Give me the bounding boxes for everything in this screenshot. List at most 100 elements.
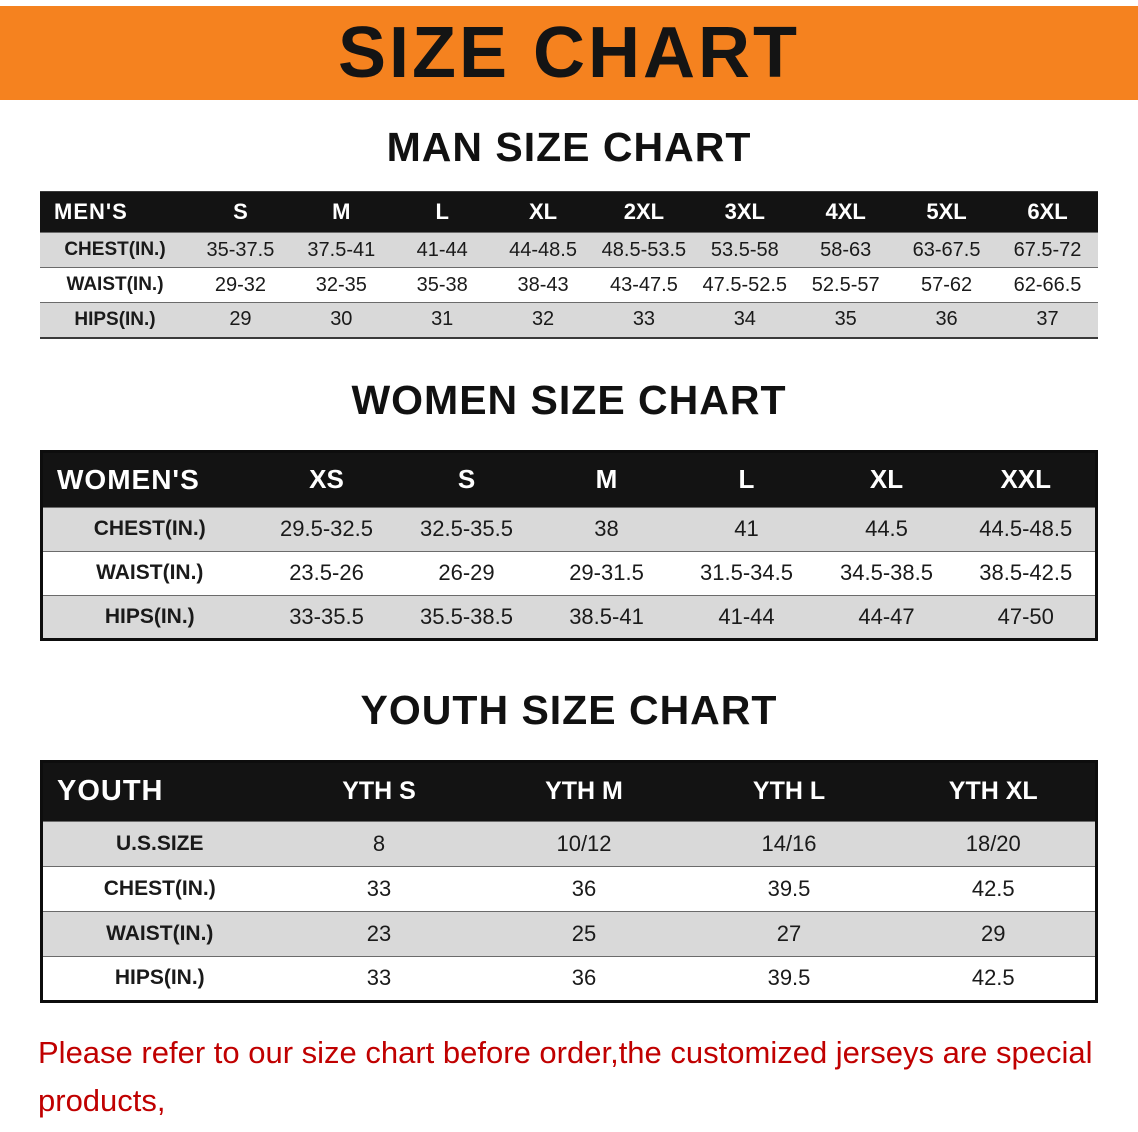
- size-header-cell: 3XL: [724, 199, 765, 224]
- size-header-row: YOUTH YTH S YTH M YTH L YTH XL: [41, 761, 1097, 821]
- man-section-title: MAN SIZE CHART: [386, 124, 752, 170]
- value-cell: 29.5-32.5: [256, 506, 397, 551]
- value-cell: 33: [276, 955, 482, 1001]
- value-cell: 52.5-57: [795, 267, 897, 303]
- row-label-cell: CHEST(IN.): [41, 865, 277, 911]
- row-label-cell: WAIST(IN.): [40, 267, 190, 303]
- value-cell: 35-38: [391, 267, 493, 303]
- value-cell: 32: [492, 302, 594, 338]
- value-cell: 33: [593, 302, 695, 338]
- youth-section-title: YOUTH SIZE CHART: [360, 686, 778, 733]
- size-header-cell: L: [435, 199, 449, 224]
- size-header-cell: XL: [529, 199, 558, 224]
- size-header-cell: YTH M: [545, 777, 623, 805]
- value-cell: 29: [190, 302, 291, 338]
- value-cell: 18/20: [891, 820, 1097, 866]
- men-table-body: CHEST(IN.) 35-37.5 37.5-41 41-44 44-48.5 48.5…: [40, 232, 1098, 338]
- size-header-cell: 6XL: [1027, 199, 1068, 224]
- table-row: CHEST(IN.) 33 36 39.5 42.5: [41, 865, 1097, 911]
- size-header-cell: XS: [309, 464, 344, 494]
- value-cell: 35.5-38.5: [396, 594, 537, 639]
- table-row: CHEST(IN.) 35-37.5 37.5-41 41-44 44-48.5 48.5…: [40, 232, 1098, 268]
- value-cell: 39.5: [686, 865, 892, 911]
- women-table-body: CHEST(IN.) 29.5-32.5 32.5-35.5 38 41 44.5 44.5…: [41, 506, 1097, 639]
- value-cell: 23.5-26: [256, 550, 397, 595]
- value-cell: 44.5: [816, 506, 957, 551]
- value-cell: 47-50: [956, 594, 1097, 639]
- value-cell: 29: [891, 910, 1097, 956]
- value-cell: 26-29: [396, 550, 537, 595]
- table-row: WAIST(IN.) 29-32 32-35 35-38 38-43 43-47.5 47.…: [40, 267, 1098, 303]
- size-header-cell: XXL: [1000, 464, 1052, 494]
- value-cell: 35-37.5: [190, 232, 291, 268]
- size-header-cell: M: [332, 199, 351, 224]
- value-cell: 23: [276, 910, 482, 956]
- row-label-cell: CHEST(IN.): [40, 232, 190, 268]
- size-header-cell: M: [595, 464, 618, 494]
- youth-size-table: YOUTH YTH S YTH M YTH L YTH XL U.S.SIZE 8 10/1…: [40, 759, 1098, 1003]
- size-header-cell: S: [457, 464, 476, 494]
- value-cell: 36: [481, 955, 687, 1001]
- value-cell: 8: [276, 820, 482, 866]
- value-cell: 34: [694, 302, 796, 338]
- table-row: U.S.SIZE 8 10/12 14/16 18/20: [41, 820, 1097, 866]
- value-cell: 38.5-41: [536, 594, 677, 639]
- value-cell: 33-35.5: [256, 594, 397, 639]
- value-cell: 35: [795, 302, 897, 338]
- value-cell: 47.5-52.5: [694, 267, 796, 303]
- value-cell: 58-63: [795, 232, 897, 268]
- value-cell: 29-31.5: [536, 550, 677, 595]
- value-cell: 44-48.5: [492, 232, 594, 268]
- value-cell: 33: [276, 865, 482, 911]
- value-cell: 32.5-35.5: [396, 506, 537, 551]
- value-cell: 32-35: [290, 267, 392, 303]
- value-cell: 37: [997, 302, 1098, 338]
- value-cell: 39.5: [686, 955, 892, 1001]
- table-row: HIPS(IN.) 33 36 39.5 42.5: [41, 955, 1097, 1001]
- table-row: WAIST(IN.) 23.5-26 26-29 29-31.5 31.5-34.5 34…: [41, 550, 1097, 595]
- value-cell: 43-47.5: [593, 267, 695, 303]
- value-cell: 44-47: [816, 594, 957, 639]
- value-cell: 37.5-41: [290, 232, 392, 268]
- value-cell: 41-44: [391, 232, 493, 268]
- value-cell: 53.5-58: [694, 232, 796, 268]
- value-cell: 31: [391, 302, 493, 338]
- size-chart-banner: SIZE CHART: [0, 6, 1138, 100]
- value-cell: 31.5-34.5: [676, 550, 817, 595]
- value-cell: 62-66.5: [997, 267, 1098, 303]
- men-table-header: MEN'S S M L XL 2XL 3XL 4XL 5XL 6XL: [40, 191, 1098, 233]
- size-header-row: MEN'S S M L XL 2XL 3XL 4XL 5XL 6XL: [40, 191, 1098, 233]
- row-label-cell: U.S.SIZE: [41, 820, 277, 866]
- row-label-cell: HIPS(IN.): [41, 594, 257, 639]
- women-section-title: WOMEN SIZE CHART: [351, 376, 787, 423]
- disclaimer-line-2: we don't accept cancel, change, teturn o…: [38, 1125, 1108, 1132]
- size-header-cell: S: [233, 199, 248, 224]
- women-size-table: WOMEN'S XS S M L XL XXL CHEST(IN.) 29.5-32.5 32.…: [40, 449, 1098, 641]
- table-row: WAIST(IN.) 23 25 27 29: [41, 910, 1097, 956]
- value-cell: 41: [676, 506, 817, 551]
- value-cell: 34.5-38.5: [816, 550, 957, 595]
- row-label-cell: WAIST(IN.): [41, 550, 257, 595]
- size-header-cell: YTH XL: [948, 777, 1038, 805]
- youth-table-body: U.S.SIZE 8 10/12 14/16 18/20 CHEST(IN.) 33 36 39…: [41, 820, 1097, 1001]
- row-label-cell: HIPS(IN.): [41, 955, 277, 1001]
- table-corner-label: YOUTH: [57, 775, 164, 807]
- size-header-cell: 4XL: [825, 199, 866, 224]
- value-cell: 38.5-42.5: [956, 550, 1097, 595]
- value-cell: 29-32: [190, 267, 291, 303]
- size-header-cell: YTH S: [342, 777, 416, 805]
- size-header-cell: L: [738, 464, 755, 494]
- table-row: HIPS(IN.) 29 30 31 32 33 34 35 36 37: [40, 302, 1098, 338]
- table-row: CHEST(IN.) 29.5-32.5 32.5-35.5 38 41 44.5 44.5…: [41, 506, 1097, 551]
- table-corner-label: WOMEN'S: [57, 463, 200, 495]
- value-cell: 57-62: [896, 267, 997, 303]
- size-header-cell: 5XL: [926, 199, 967, 224]
- value-cell: 42.5: [891, 865, 1097, 911]
- value-cell: 44.5-48.5: [956, 506, 1097, 551]
- banner-title: SIZE CHART: [338, 13, 800, 93]
- disclaimer-note: Please refer to our size chart before or…: [38, 1029, 1108, 1132]
- disclaimer-line-1: Please refer to our size chart before or…: [38, 1034, 1093, 1118]
- value-cell: 38: [536, 506, 677, 551]
- youth-table-header: YOUTH YTH S YTH M YTH L YTH XL: [41, 761, 1097, 821]
- row-label-cell: WAIST(IN.): [41, 910, 277, 956]
